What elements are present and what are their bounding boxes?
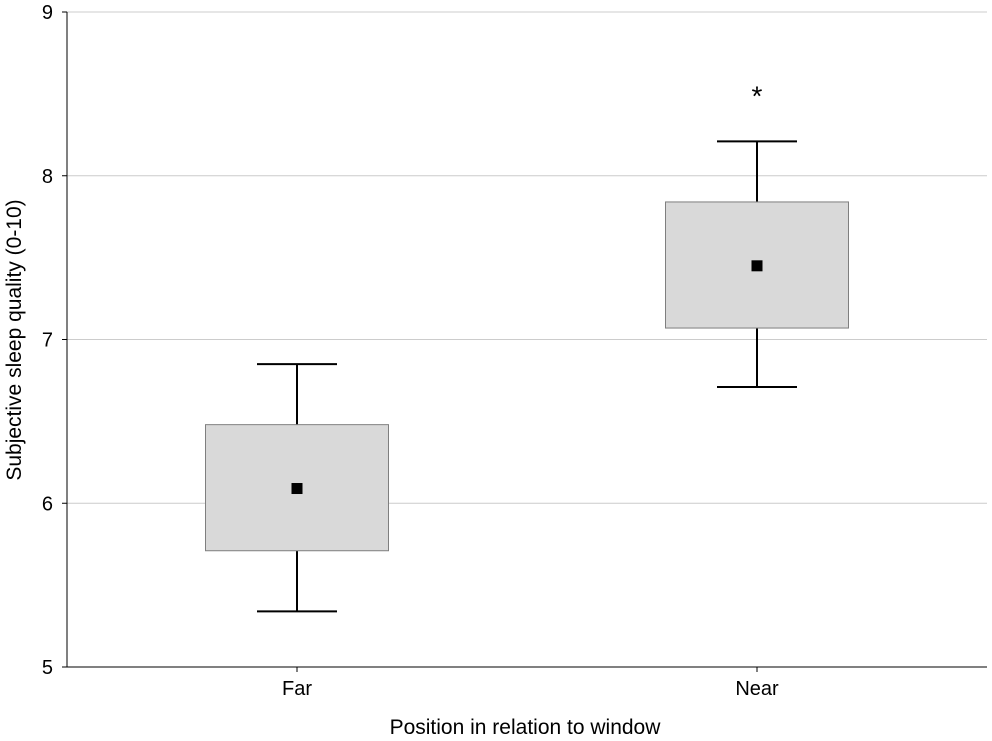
- y-tick-label: 8: [42, 166, 53, 188]
- y-tick-label: 7: [42, 330, 53, 352]
- mean-marker: [291, 483, 303, 495]
- x-tick-label: Near: [735, 678, 779, 700]
- y-tick-label: 5: [42, 657, 53, 679]
- x-ticks: Far Near: [282, 667, 779, 700]
- box-group-far: [205, 363, 389, 613]
- significance-marker: *: [752, 80, 763, 111]
- box-group-near: *: [665, 80, 849, 388]
- boxes: *: [205, 80, 849, 613]
- y-ticks: 5 6 7 8 9: [42, 2, 67, 679]
- gridlines: [67, 11, 987, 504]
- y-tick-label: 9: [42, 2, 53, 24]
- x-tick-label: Far: [282, 678, 312, 700]
- y-tick-label: 6: [42, 493, 53, 515]
- x-axis-label: Position in relation to window: [390, 716, 662, 739]
- y-axis-label: Subjective sleep quality (0-10): [3, 199, 26, 480]
- mean-marker: [751, 260, 763, 272]
